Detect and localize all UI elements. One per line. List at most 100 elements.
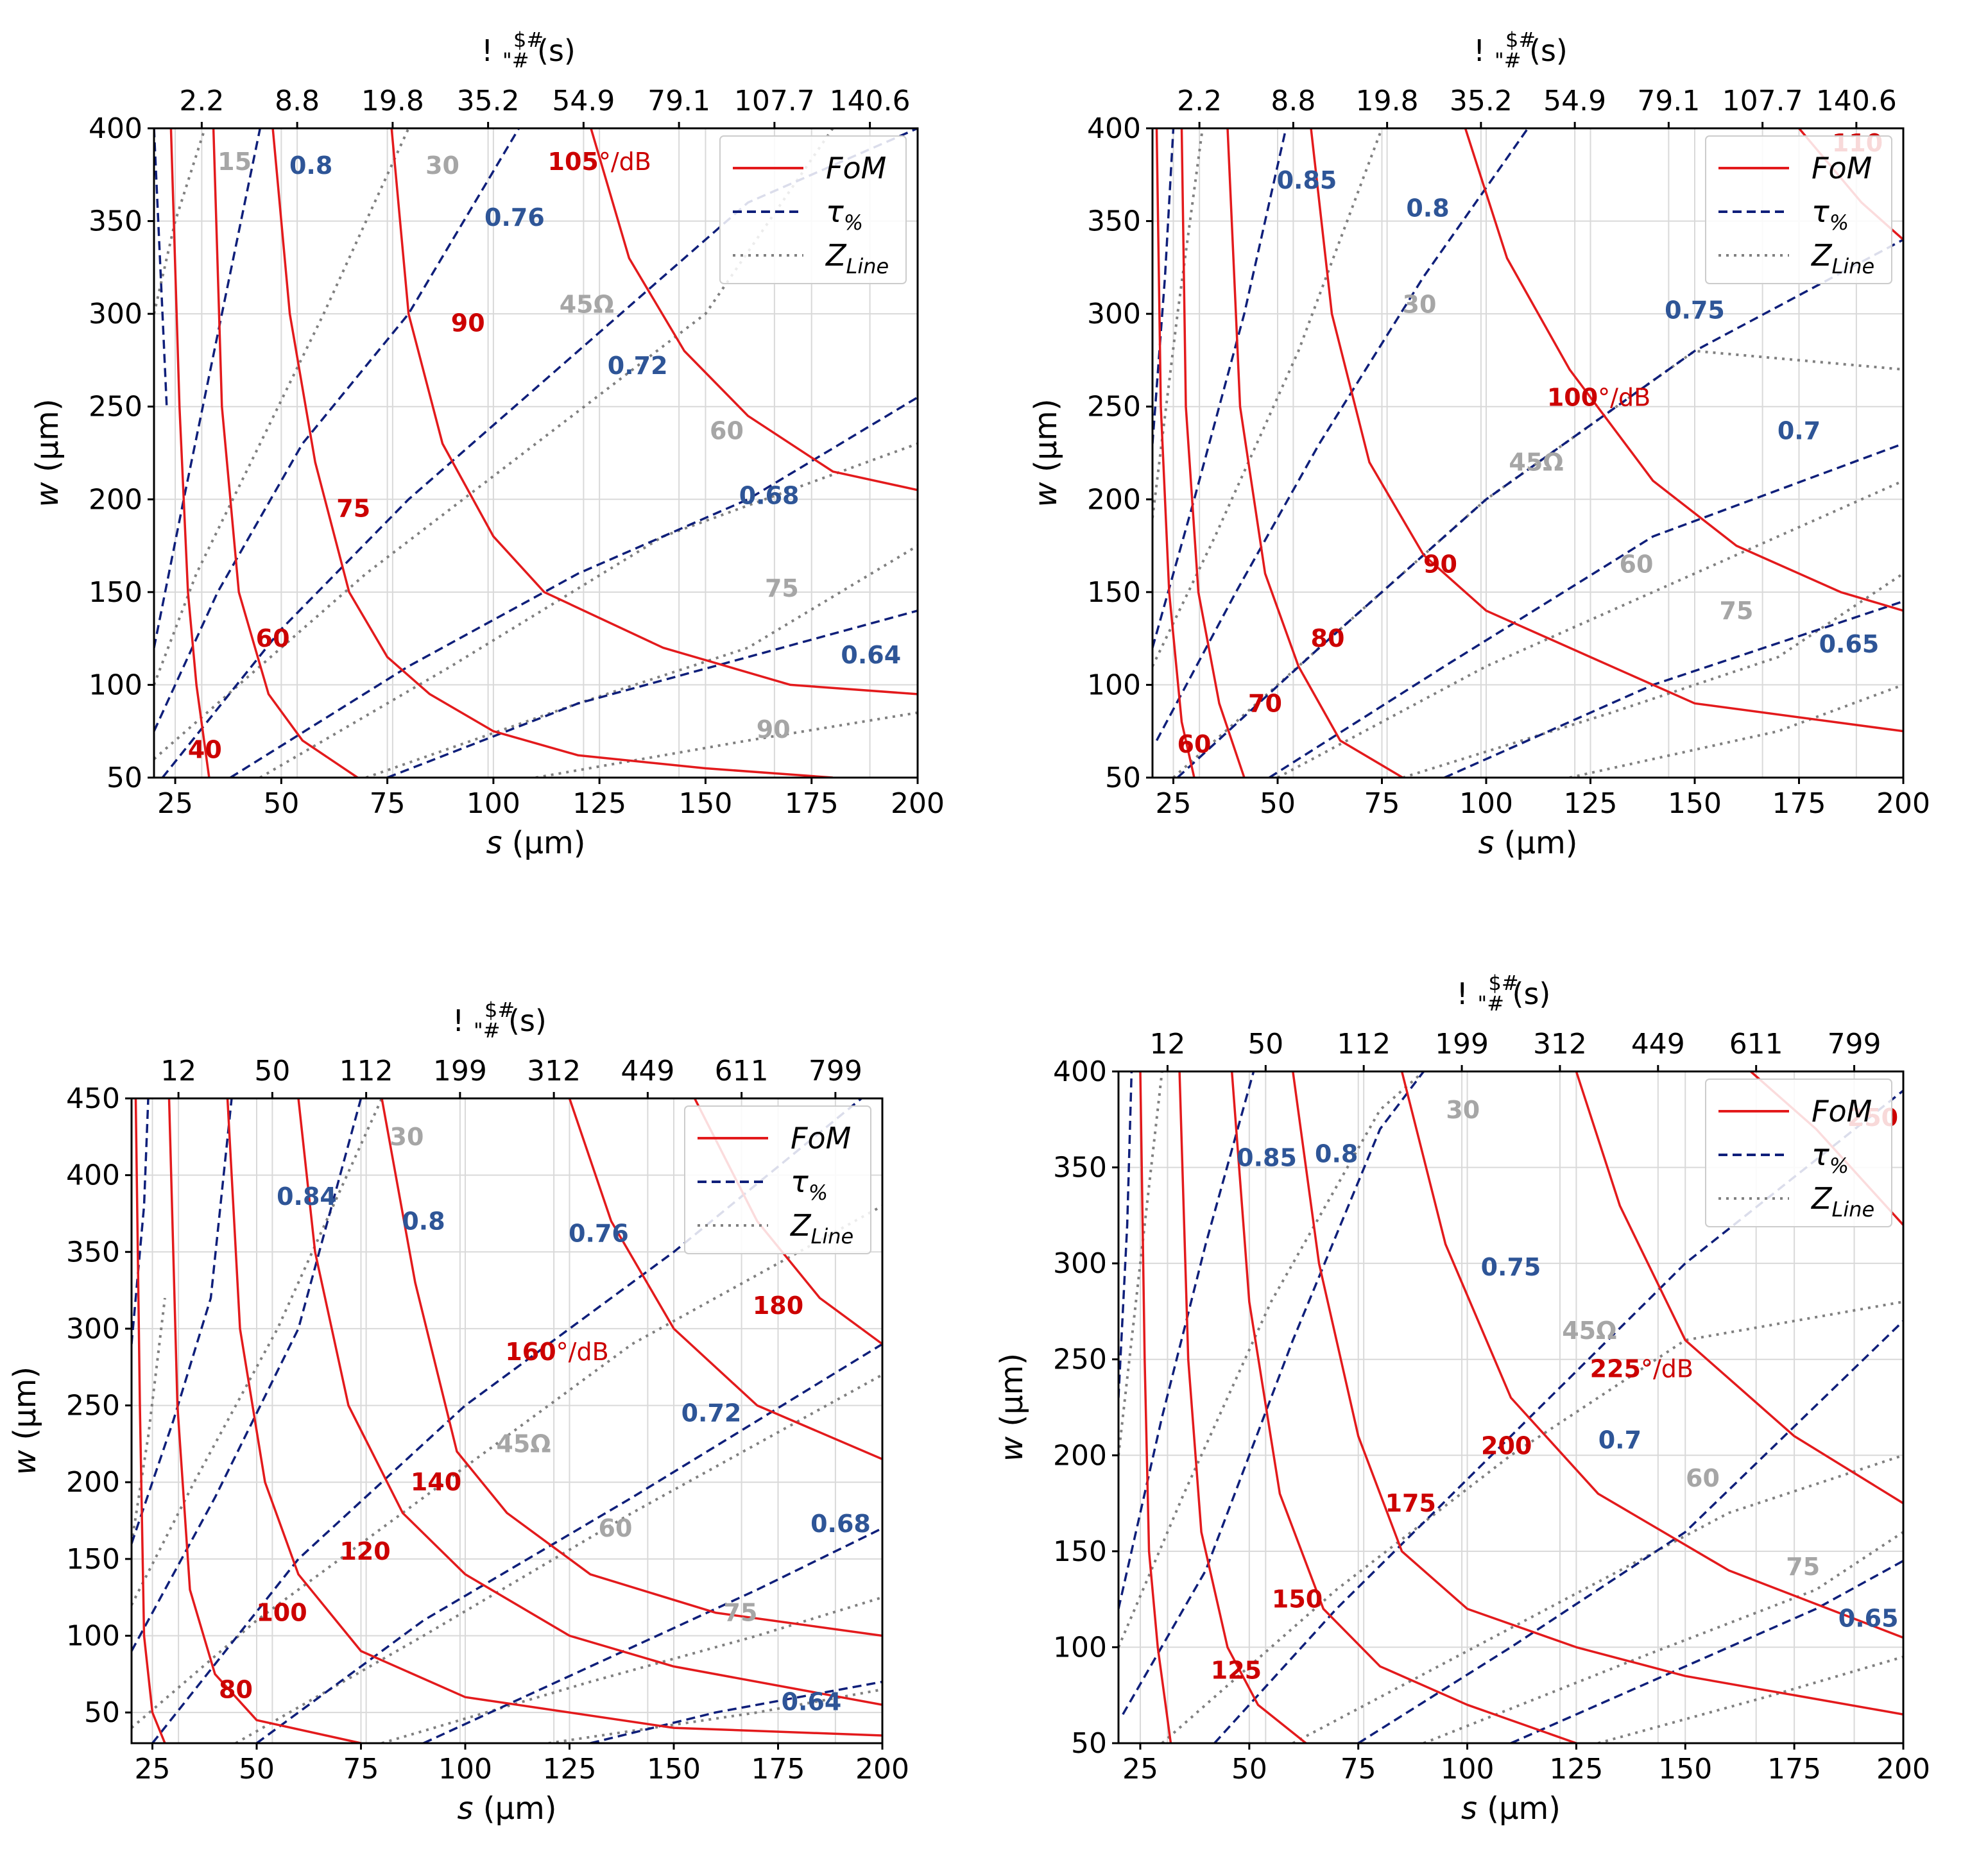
tau-label: 0.75 — [1481, 1253, 1541, 1281]
fom-label: 140 — [411, 1468, 461, 1496]
y-tick-label: 300 — [1053, 1247, 1107, 1280]
zline-label: 15 — [218, 148, 252, 176]
tau-curve — [1357, 1320, 1903, 1743]
legend-zline-text: ZLine — [1810, 1181, 1874, 1222]
y-tick-label: 50 — [1071, 1727, 1107, 1760]
x-tick-label: 200 — [1876, 787, 1930, 820]
top-tick-label: 107.7 — [734, 85, 815, 117]
fom-label: 100 — [256, 1599, 307, 1627]
zline-curve — [1292, 1454, 1903, 1743]
y-tick-label: 100 — [1087, 669, 1141, 701]
top-tick-label: 12 — [1149, 1028, 1185, 1061]
ticks: 25 50 75 100 125 150 175 200 50 100 150 200 250 300 35… — [1087, 85, 1930, 820]
fom-label: 80 — [219, 1675, 253, 1703]
zline-curve — [259, 442, 918, 778]
zline-label: 75 — [1720, 597, 1754, 625]
plot-frame — [1151, 127, 1905, 779]
tau-curve — [132, 1098, 150, 1345]
curve-labels: 125150175200225°/dB2500.850.80.750.70.65… — [1211, 1096, 1899, 1684]
tau-curve — [255, 1343, 882, 1743]
fom-label: 175 — [1385, 1489, 1436, 1517]
top-tick-label: 54.9 — [552, 85, 615, 117]
x-tick-label: 25 — [135, 1753, 171, 1786]
zline-curve — [132, 1297, 166, 1544]
zline-label: 45Ω — [560, 291, 614, 319]
tau-curve — [1269, 442, 1903, 778]
fom-curve — [1155, 128, 1195, 778]
tau-curve — [1118, 1071, 1255, 1609]
x-tick-label: 25 — [1156, 787, 1192, 820]
x-tick-label: 75 — [343, 1753, 379, 1786]
fom-label: 125 — [1211, 1656, 1262, 1684]
top-axis-label-unit: (s) — [1512, 976, 1551, 1011]
x-tick-label: 100 — [438, 1753, 492, 1786]
top-tick-label: 79.1 — [647, 85, 710, 117]
curve-labels: 60708090100°/dB1100.850.80.750.70.653045… — [1178, 129, 1883, 758]
top-tick-label: 19.8 — [361, 85, 424, 117]
top-tick-label: 199 — [1435, 1028, 1489, 1061]
tau-curve — [1152, 128, 1287, 649]
y-tick-label: 100 — [89, 669, 142, 701]
zline-curve — [535, 711, 918, 778]
fom-curve — [381, 1098, 882, 1637]
y-tick-label: 250 — [89, 391, 142, 423]
x-tick-label: 175 — [1772, 787, 1826, 820]
tau-curve — [132, 1098, 233, 1544]
y-tick-label: 50 — [1105, 762, 1141, 794]
tau-curve — [151, 1098, 862, 1743]
top-tick-label: 312 — [527, 1055, 581, 1087]
zline-label: 30 — [390, 1123, 424, 1151]
x-tick-label: 200 — [855, 1753, 909, 1786]
legend-fom-text: FoM — [1812, 1094, 1872, 1129]
y-tick-label: 100 — [66, 1620, 120, 1653]
tau-label: 0.64 — [841, 641, 901, 669]
zline-label: 60 — [710, 416, 744, 445]
fom-curve — [1230, 1071, 1577, 1743]
top-axis-label: ! $#"# (s) — [481, 28, 576, 72]
tau-label: 0.75 — [1665, 296, 1725, 324]
curves — [1152, 128, 1903, 778]
top-tick-label: 8.8 — [1271, 85, 1315, 117]
tau-label: 0.76 — [484, 203, 545, 232]
tau-label: 0.76 — [569, 1220, 629, 1248]
top-tick-label: 112 — [1337, 1028, 1391, 1061]
chart-bottom-left: 80 100 120 140 160°/dB 180 0.84 0.8 0.76 0.72 0.68… — [7, 998, 909, 1827]
zline-label: 30 — [1446, 1096, 1480, 1124]
zline-label: 45Ω — [496, 1429, 551, 1458]
tau-label: 0.72 — [681, 1399, 742, 1428]
x-tick-label: 175 — [1767, 1753, 1821, 1786]
top-tick-label: 35.2 — [457, 85, 520, 117]
x-tick-label: 150 — [678, 787, 732, 820]
tau-curve — [154, 128, 262, 648]
top-tick-label: 79.1 — [1637, 85, 1700, 117]
tau-curve — [1152, 128, 1175, 444]
top-tick-label: 2.2 — [179, 85, 224, 117]
x-tick-label: 125 — [572, 787, 626, 820]
zline-curve — [1118, 1071, 1163, 1456]
legend-fom-text: FoM — [826, 151, 886, 185]
top-axis-label-sup: $# — [513, 28, 544, 52]
top-tick-label: 50 — [1247, 1028, 1283, 1061]
tau-label: 0.65 — [1838, 1605, 1899, 1633]
top-tick-label: 312 — [1533, 1028, 1587, 1061]
tau-label: 0.64 — [782, 1687, 842, 1716]
y-tick-label: 250 — [66, 1390, 120, 1422]
chart-bottom-right: 125 150 175 200 225°/dB 250 0.85 0.8 0.75 0.7 0.65… — [994, 971, 1930, 1827]
zline-label: 90 — [757, 715, 791, 744]
zline-label: 60 — [599, 1514, 633, 1542]
fom-label: 80 — [1311, 624, 1345, 652]
x-tick-label: 100 — [1441, 1753, 1495, 1786]
y-tick-label: 400 — [89, 112, 142, 145]
y-tick-label: 50 — [84, 1696, 120, 1729]
top-axis-label-sup: $# — [1489, 971, 1519, 995]
top-tick-label: 19.8 — [1356, 85, 1419, 117]
y-tick-label: 300 — [1087, 298, 1141, 330]
y-tick-label: 350 — [89, 205, 142, 238]
legend-zline-text: ZLine — [1810, 238, 1874, 278]
zline-label: 60 — [1620, 550, 1654, 578]
top-tick-label: 12 — [160, 1055, 196, 1087]
fom-label: 200 — [1481, 1431, 1532, 1460]
zline-curve — [154, 128, 834, 760]
top-axis-label-sup: $# — [1505, 28, 1536, 52]
fom-label: 60 — [256, 624, 290, 652]
